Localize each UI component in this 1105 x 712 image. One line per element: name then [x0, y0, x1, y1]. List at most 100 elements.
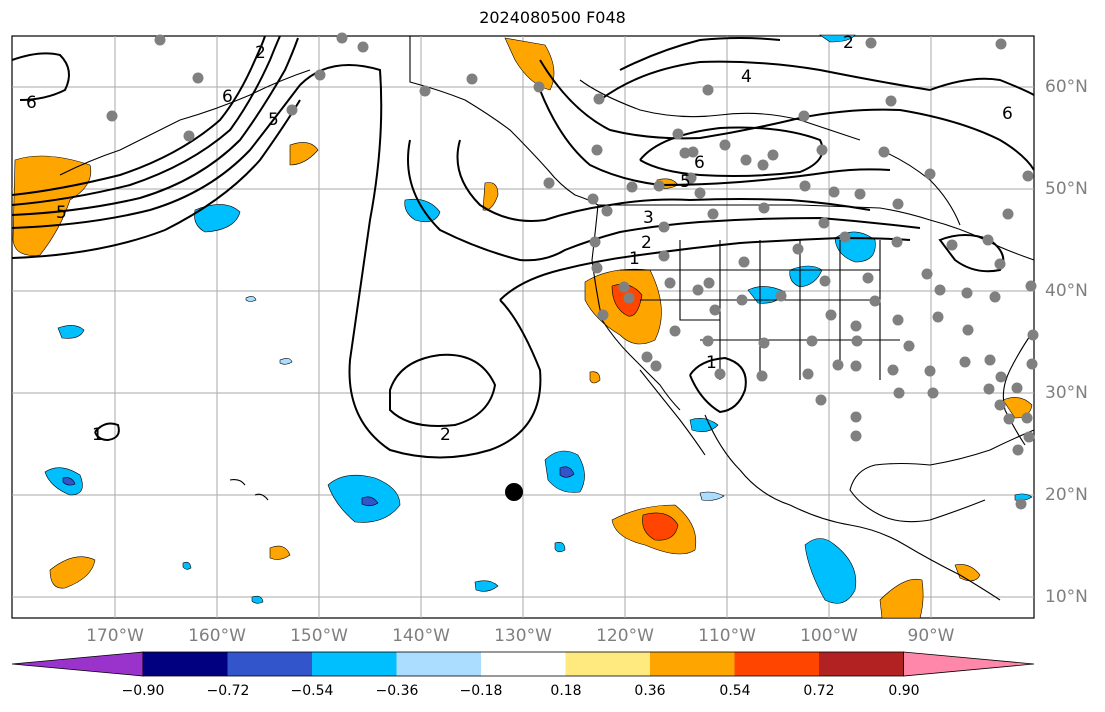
contour-label: 6	[222, 87, 233, 107]
contour-label: 5	[268, 110, 279, 130]
state-line	[620, 269, 900, 341]
positive-area	[879, 578, 924, 619]
negative-area	[182, 561, 192, 570]
canada-north	[579, 79, 861, 141]
hawaii	[229, 479, 269, 501]
negative-area	[699, 491, 725, 501]
contour-label: 4	[741, 67, 752, 87]
hudson	[879, 149, 961, 226]
contour-label: 2	[255, 43, 266, 63]
negative-area	[194, 204, 241, 233]
station-dots	[106, 32, 1039, 510]
alaska-west	[59, 69, 311, 176]
contour-labels: 6 2 5 5 6 2 4 6 6 5 3 2 1 1 2 1	[26, 33, 1013, 445]
lon-tick-label: 100°W	[800, 626, 858, 646]
colorbar-tick-label: −0.90	[121, 683, 165, 699]
chart-title: 2024080500 F048	[479, 8, 626, 27]
contour-label: 5	[680, 172, 691, 192]
positive-area	[12, 155, 92, 256]
colorbar-segment	[312, 652, 397, 676]
colorbar-tick-label: 0.18	[550, 683, 582, 699]
colorbar-extend-high	[903, 651, 1035, 677]
colorbar-segment	[734, 652, 819, 676]
colorbar-outline	[142, 651, 904, 677]
contour-label: 2	[641, 233, 652, 253]
contour-line	[11, 52, 70, 101]
contour-label: 1	[706, 353, 717, 373]
lon-tick-label: 150°W	[290, 626, 348, 646]
colorbar-tick-label: −0.72	[206, 683, 250, 699]
lat-tick-label: 50°N	[1045, 179, 1088, 199]
us-canada-border	[598, 204, 1035, 261]
lat-tick-label: 30°N	[1045, 383, 1088, 403]
baja	[639, 369, 706, 456]
negative-area	[804, 538, 857, 604]
lon-tick-label: 90°W	[907, 626, 955, 646]
colorbar-segments	[11, 651, 1035, 677]
colorbar-tick-label: 0.36	[634, 683, 666, 699]
contour-label: 6	[694, 153, 705, 173]
us-west-coast	[591, 204, 681, 411]
colorbar-tick-label: −0.54	[290, 683, 334, 699]
contour-line	[689, 356, 747, 414]
positive-area	[289, 142, 319, 166]
lon-tick-label: 120°W	[596, 626, 654, 646]
negative-area	[279, 358, 293, 365]
contour-label: 5	[56, 203, 67, 223]
gulf-coast	[849, 429, 1035, 523]
colorbar-segment	[565, 652, 650, 676]
colorbar-tick-label: −0.18	[459, 683, 503, 699]
target-marker	[505, 483, 523, 501]
colorbar-segment	[481, 652, 566, 676]
alaska-coast	[409, 36, 599, 206]
contour-label: 6	[26, 93, 37, 113]
positive-area	[49, 556, 96, 589]
contour-label: 2	[843, 33, 854, 53]
colorbar-segment	[650, 652, 735, 676]
contour-line	[619, 37, 781, 71]
contour-label: 1	[629, 249, 640, 269]
negative-area	[361, 496, 379, 507]
contour-label: 1	[92, 425, 103, 445]
negative-area	[251, 595, 264, 604]
colorbar-extend-low	[11, 651, 144, 677]
lat-tick-label: 20°N	[1045, 485, 1088, 505]
contour-line	[938, 234, 1005, 273]
colorbar-tick-label: 0.72	[803, 683, 835, 699]
colorbar-segment	[396, 652, 481, 676]
contour-label: 3	[643, 208, 654, 228]
contour-label: 2	[440, 425, 451, 445]
colorbar-segment	[227, 652, 312, 676]
lon-tick-label: 160°W	[188, 626, 246, 646]
positive-area	[1002, 397, 1033, 419]
lon-tick-label: 110°W	[698, 626, 756, 646]
contour-line	[94, 422, 120, 442]
contour-line	[11, 35, 266, 196]
colorbar	[11, 651, 1035, 677]
positive-area	[954, 564, 981, 582]
contour-line	[11, 37, 299, 216]
negative-area	[819, 34, 856, 43]
colorbar-segment	[819, 652, 904, 676]
contour-label: 6	[1002, 104, 1013, 124]
contour-line	[299, 64, 542, 459]
negative-area	[789, 265, 823, 288]
colorbar-segment	[143, 652, 228, 676]
negative-area	[554, 542, 566, 553]
positive-area	[269, 545, 291, 560]
contour-line	[11, 84, 301, 229]
lat-tick-label: 10°N	[1045, 587, 1088, 607]
mexico-west	[704, 414, 1001, 601]
lat-tick-label: 60°N	[1045, 77, 1088, 97]
lon-tick-label: 170°W	[86, 626, 144, 646]
colorbar-tick-label: −0.36	[375, 683, 419, 699]
lat-tick-label: 40°N	[1045, 281, 1088, 301]
contour-line	[11, 35, 281, 206]
us-east-coast	[1002, 329, 1035, 446]
positive-area	[589, 371, 601, 384]
negative-anomaly-areas	[44, 34, 1033, 604]
negative-area	[474, 580, 499, 592]
contour-line	[599, 60, 931, 101]
contour-line	[389, 353, 497, 427]
